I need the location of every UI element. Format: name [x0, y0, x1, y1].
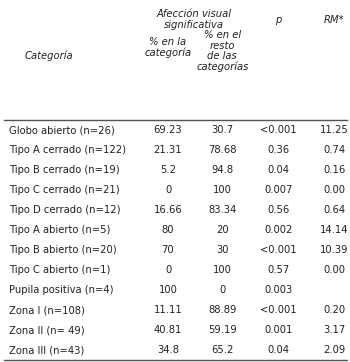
Text: 94.8: 94.8 — [211, 165, 233, 175]
Text: Zona III (n=43): Zona III (n=43) — [9, 345, 84, 355]
Text: 0.56: 0.56 — [267, 205, 289, 215]
Text: 30: 30 — [216, 245, 229, 255]
Text: 59.19: 59.19 — [208, 325, 237, 335]
Text: 100: 100 — [213, 265, 232, 275]
Text: <0.001: <0.001 — [260, 245, 296, 255]
Text: <0.001: <0.001 — [260, 305, 296, 315]
Text: 65.2: 65.2 — [211, 345, 233, 355]
Text: 11.11: 11.11 — [154, 305, 182, 315]
Text: resto: resto — [210, 41, 235, 51]
Text: Categoría: Categoría — [25, 51, 73, 62]
Text: 0.003: 0.003 — [264, 285, 292, 295]
Text: Tipo D cerrado (n=12): Tipo D cerrado (n=12) — [9, 205, 120, 215]
Text: 0.04: 0.04 — [267, 345, 289, 355]
Text: Afección visual: Afección visual — [157, 9, 232, 20]
Text: 88.89: 88.89 — [208, 305, 237, 315]
Text: 2.09: 2.09 — [323, 345, 345, 355]
Text: 20: 20 — [216, 225, 229, 235]
Text: 21.31: 21.31 — [154, 145, 182, 155]
Text: p: p — [275, 15, 281, 25]
Text: 100: 100 — [159, 285, 177, 295]
Text: RM*: RM* — [324, 15, 344, 25]
Text: Tipo C cerrado (n=21): Tipo C cerrado (n=21) — [9, 185, 119, 195]
Text: 3.17: 3.17 — [323, 325, 345, 335]
Text: Zona I (n=108): Zona I (n=108) — [9, 305, 85, 315]
Text: Tipo B cerrado (n=19): Tipo B cerrado (n=19) — [9, 165, 119, 175]
Text: 0.00: 0.00 — [323, 265, 345, 275]
Text: 0.00: 0.00 — [323, 185, 345, 195]
Text: Tipo B abierto (n=20): Tipo B abierto (n=20) — [9, 245, 116, 255]
Text: 0: 0 — [165, 185, 171, 195]
Text: 30.7: 30.7 — [211, 125, 233, 135]
Text: 0.001: 0.001 — [264, 325, 293, 335]
Text: <0.001: <0.001 — [260, 125, 296, 135]
Text: de las: de las — [207, 51, 237, 61]
Text: significativa: significativa — [164, 20, 224, 30]
Text: Zona II (n= 49): Zona II (n= 49) — [9, 325, 84, 335]
Text: Pupila positiva (n=4): Pupila positiva (n=4) — [9, 285, 113, 295]
Text: 0: 0 — [165, 265, 171, 275]
Text: Tipo C abierto (n=1): Tipo C abierto (n=1) — [9, 265, 110, 275]
Text: 0.16: 0.16 — [323, 165, 345, 175]
Text: 80: 80 — [162, 225, 174, 235]
Text: 34.8: 34.8 — [157, 345, 179, 355]
Text: 100: 100 — [213, 185, 232, 195]
Text: 5.2: 5.2 — [160, 165, 176, 175]
Text: 70: 70 — [162, 245, 174, 255]
Text: 0: 0 — [219, 285, 225, 295]
Text: categoría: categoría — [145, 47, 191, 58]
Text: 78.68: 78.68 — [208, 145, 237, 155]
Text: % en el: % en el — [204, 30, 241, 40]
Text: 0.36: 0.36 — [267, 145, 289, 155]
Text: 0.64: 0.64 — [323, 205, 345, 215]
Text: 40.81: 40.81 — [154, 325, 182, 335]
Text: Globo abierto (n=26): Globo abierto (n=26) — [9, 125, 114, 135]
Text: 16.66: 16.66 — [154, 205, 182, 215]
Text: Tipo A abierto (n=5): Tipo A abierto (n=5) — [9, 225, 110, 235]
Text: 69.23: 69.23 — [154, 125, 182, 135]
Text: 0.04: 0.04 — [267, 165, 289, 175]
Text: 14.14: 14.14 — [320, 225, 349, 235]
Text: 83.34: 83.34 — [208, 205, 236, 215]
Text: 0.57: 0.57 — [267, 265, 289, 275]
Text: 10.39: 10.39 — [320, 245, 349, 255]
Text: 0.20: 0.20 — [323, 305, 345, 315]
Text: categorías: categorías — [196, 61, 248, 72]
Text: % en la: % en la — [149, 37, 187, 47]
Text: 0.74: 0.74 — [323, 145, 345, 155]
Text: 11.25: 11.25 — [320, 125, 349, 135]
Text: 0.002: 0.002 — [264, 225, 293, 235]
Text: 0.007: 0.007 — [264, 185, 293, 195]
Text: Tipo A cerrado (n=122): Tipo A cerrado (n=122) — [9, 145, 126, 155]
